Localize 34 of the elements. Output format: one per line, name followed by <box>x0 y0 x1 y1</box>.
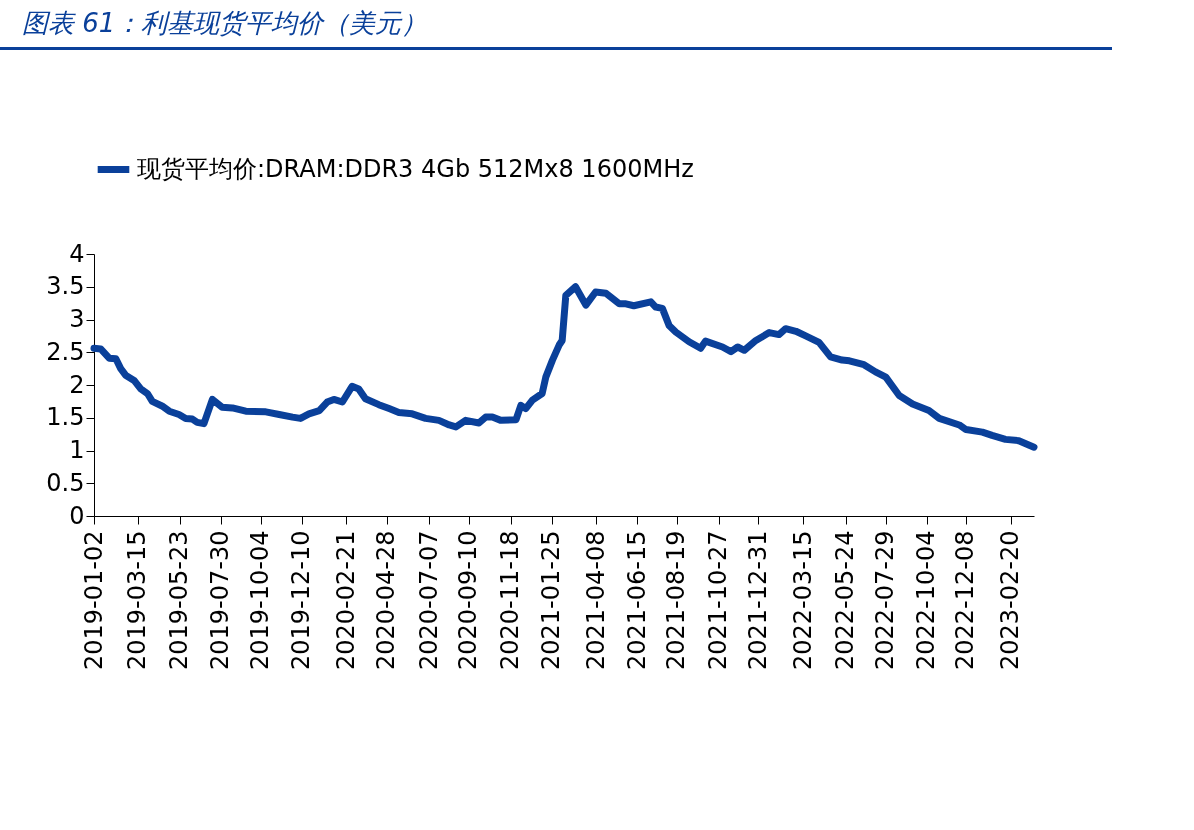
y-tick-label: 1 <box>69 436 85 464</box>
y-tick-label: 3 <box>69 305 85 333</box>
y-tick-label: 2.5 <box>46 337 85 366</box>
x-tick-label: 2022-10-04 <box>912 530 941 670</box>
x-tick-label: 2019-03-15 <box>123 530 152 670</box>
x-tick-label: 2019-01-02 <box>79 530 108 670</box>
x-tick-label: 2020-04-28 <box>372 530 401 670</box>
x-tick-label: 2021-08-19 <box>662 530 691 670</box>
x-tick-label: 2020-11-18 <box>496 530 525 670</box>
x-tick-label: 2022-03-15 <box>788 530 817 670</box>
y-tick-label: 3.5 <box>46 272 85 301</box>
x-tick-label: 2022-07-29 <box>871 530 900 670</box>
legend-label: 现货平均价:DRAM:DDR3 4Gb 512Mx8 1600MHz <box>137 154 694 183</box>
y-tick-label: 2 <box>69 370 85 399</box>
chart-title: 图表 61：利基现货平均价（美元） <box>0 0 1112 50</box>
x-tick-label: 2021-06-15 <box>622 530 651 670</box>
x-tick-label: 2022-12-08 <box>951 530 980 670</box>
x-tick-label: 2020-07-07 <box>414 530 443 670</box>
y-tick-label: 0 <box>69 501 85 530</box>
x-tick-label: 2019-12-10 <box>287 530 316 670</box>
x-tick-label: 2021-04-08 <box>581 530 610 670</box>
y-tick-label: 1.5 <box>46 403 85 432</box>
x-tick-label: 2019-07-30 <box>206 530 235 670</box>
y-tick-label: 4 <box>69 239 85 268</box>
x-tick-label: 2021-01-25 <box>537 530 566 670</box>
x-tick-label: 2020-09-10 <box>454 530 483 670</box>
x-tick-label: 2021-10-27 <box>704 530 733 670</box>
y-tick-label: 0.5 <box>46 468 85 497</box>
x-tick-label: 2022-05-24 <box>831 530 860 670</box>
x-tick-label: 2020-02-21 <box>331 530 360 670</box>
x-tick-label: 2021-12-31 <box>743 530 772 670</box>
x-tick-label: 2019-10-04 <box>246 530 275 670</box>
x-tick-label: 2019-05-23 <box>165 530 194 670</box>
x-tick-label: 2023-02-20 <box>996 530 1025 670</box>
